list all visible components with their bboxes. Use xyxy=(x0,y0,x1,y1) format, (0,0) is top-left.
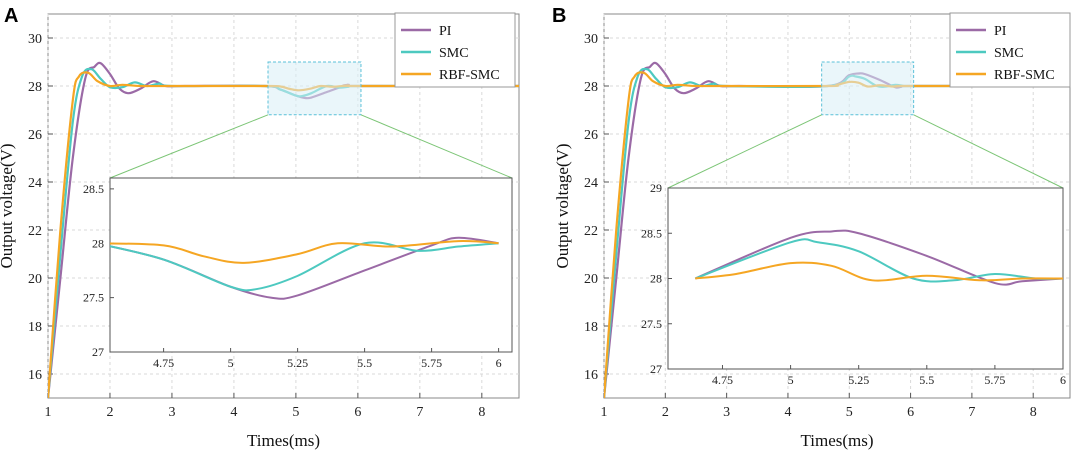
zoom-region-box xyxy=(821,61,915,116)
x-tick-label: 8 xyxy=(478,405,485,420)
x-tick-label: 4 xyxy=(784,405,791,420)
inset-y-tick-label: 27 xyxy=(650,362,662,376)
inset-x-tick-label: 4.75 xyxy=(712,373,733,387)
y-axis-label: Output voltage(V) xyxy=(553,143,572,268)
x-tick-label: 8 xyxy=(1030,405,1037,420)
y-tick-label: 22 xyxy=(584,224,598,239)
inset-y-tick-label: 28 xyxy=(650,272,662,286)
x-tick-label: 1 xyxy=(601,405,608,420)
inset-chart: 4.75 5 5.25 5.5 5.75 6 27 27.5 28 28.5 29 xyxy=(641,181,1066,387)
y-tick-label: 18 xyxy=(28,320,42,335)
inset-y-tick-label: 27.5 xyxy=(641,317,662,331)
legend-label: RBF-SMC xyxy=(994,68,1055,83)
inset-series-line-rbf-smc xyxy=(110,240,499,264)
panel-label: A xyxy=(4,5,18,27)
inset-series-line-pi xyxy=(694,229,1063,286)
x-tick-label: 5 xyxy=(292,405,299,420)
y-tick-label: 16 xyxy=(28,368,42,383)
inset-y-tick-label: 28.5 xyxy=(641,226,662,240)
inset-x-tick-label: 5.75 xyxy=(421,356,442,370)
x-axis-label: Times(ms) xyxy=(800,431,873,450)
inset-y-tick-label: 27.5 xyxy=(83,291,104,305)
y-tick-label: 26 xyxy=(28,128,42,143)
x-tick-label: 5 xyxy=(846,405,853,420)
y-tick-label: 22 xyxy=(28,224,42,239)
x-tick-label: 1 xyxy=(45,405,52,420)
y-tick-label: 24 xyxy=(28,176,42,191)
x-tick-label: 7 xyxy=(968,405,975,420)
inset-x-tick-label: 5 xyxy=(228,356,234,370)
x-tick-label: 3 xyxy=(168,405,175,420)
y-tick-label: 18 xyxy=(584,320,598,335)
x-tick-label: 4 xyxy=(230,405,237,420)
inset-y-tick-label: 28 xyxy=(92,236,104,250)
legend-label: PI xyxy=(439,24,452,39)
y-axis-label: Output voltage(V) xyxy=(0,143,16,268)
inset-series-group xyxy=(110,236,499,300)
x-tick-label: 6 xyxy=(354,405,361,420)
legend-label: SMC xyxy=(439,46,469,61)
inset-x-tick-label: 5.75 xyxy=(984,373,1005,387)
y-tick-label: 20 xyxy=(28,272,42,287)
inset-x-tick-label: 5.25 xyxy=(287,356,308,370)
legend-label: PI xyxy=(994,24,1007,39)
legend-label: RBF-SMC xyxy=(439,68,500,83)
x-tick-label: 2 xyxy=(106,405,113,420)
inset-x-tick-label: 5.5 xyxy=(357,356,372,370)
y-tick-label: 16 xyxy=(584,368,598,383)
zoom-connector-left xyxy=(109,114,269,179)
inset-series-group xyxy=(694,229,1063,286)
zoom-region-box xyxy=(267,61,362,116)
inset-x-tick-label: 6 xyxy=(1060,373,1066,387)
y-tick-label: 20 xyxy=(584,272,598,287)
inset-x-tick-label: 6 xyxy=(496,356,502,370)
inset-x-tick-label: 5.5 xyxy=(919,373,934,387)
inset-x-tick-label: 4.75 xyxy=(153,356,174,370)
legend-label: SMC xyxy=(994,46,1024,61)
inset-y-tick-label: 29 xyxy=(650,181,662,195)
y-tick-label: 28 xyxy=(584,80,598,95)
x-tick-label: 7 xyxy=(416,405,423,420)
inset-y-tick-label: 27 xyxy=(92,345,104,359)
y-tick-label: 28 xyxy=(28,80,42,95)
x-axis-label: Times(ms) xyxy=(247,431,320,450)
zoom-connector-right xyxy=(360,114,513,179)
y-tick-label: 24 xyxy=(584,176,598,191)
x-tick-label: 6 xyxy=(907,405,914,420)
legend: PI SMC RBF-SMC xyxy=(949,12,1071,88)
panel-label: B xyxy=(552,5,566,27)
zoom-connector-right xyxy=(913,114,1064,189)
chart-panel-A: A 1 2 3 4 5 6 7 8 16 18 20 22 24 26 28 30 Times(ms) Output… xyxy=(0,5,520,450)
inset-chart: 4.75 5 5.25 5.5 5.75 6 27 27.5 28 28.5 xyxy=(83,177,513,370)
inset-x-tick-label: 5 xyxy=(788,373,794,387)
chart-panel-B: B 1 2 3 4 5 6 7 8 16 18 20 22 24 26 28 30 Times(ms) Output… xyxy=(552,5,1071,450)
y-tick-label: 26 xyxy=(584,128,598,143)
inset-series-line-rbf-smc xyxy=(695,261,1063,282)
legend: PI SMC RBF-SMC xyxy=(394,12,516,88)
inset-y-tick-label: 28.5 xyxy=(83,182,104,196)
x-tick-label: 3 xyxy=(723,405,730,420)
y-tick-label: 30 xyxy=(584,32,598,47)
inset-series-line-smc xyxy=(110,241,499,292)
inset-frame xyxy=(109,177,513,353)
zoom-connector-left xyxy=(667,114,822,189)
y-tick-label: 30 xyxy=(28,32,42,47)
x-tick-label: 2 xyxy=(662,405,669,420)
inset-x-tick-label: 5.25 xyxy=(848,373,869,387)
